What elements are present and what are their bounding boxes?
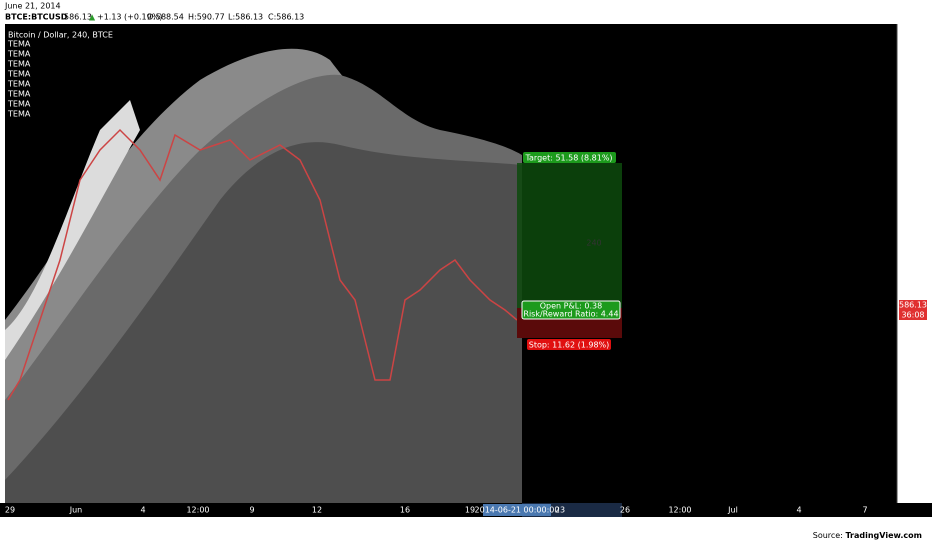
x-tick-label: 16 [400,506,410,515]
y-tick-label: 590.00 [903,289,931,298]
x-tick-label: 12:00 [186,506,209,515]
time-axis-labels: 29 Jun 4 12:00 9 12 16 19 23 26 12:00 Jul 4 7 [5,506,868,515]
y-tick-label: 600.00 [903,262,931,271]
cursor-box [483,504,551,516]
y-tick-label: 550.00 [903,400,931,409]
pnl-box [521,300,621,320]
target-label: Target: 51.58 (8.81%) [524,154,612,163]
price-path [7,128,518,401]
x-tick-label: 4 [140,506,145,515]
stop-label: Stop: 11.62 (1.98%) [529,341,610,350]
last-price: 586.13 [899,301,927,310]
header-arrow: ▲ [89,13,96,22]
legend-item: TEMA [7,60,31,69]
x-tick-label: 23 [555,506,565,515]
y-tick-label: 660.00 [903,96,931,105]
y-tick-label: 540.00 [903,427,931,436]
y-tick-label: 610.00 [903,234,931,243]
x-tick-label: Jul [727,506,738,515]
time-axis [0,503,932,517]
y-tick-label: 520.00 [903,483,931,492]
x-tick-label: 12:00 [668,506,691,515]
legend-item: TEMA [7,50,31,59]
legend-item: TEMA [7,80,31,89]
price-axis: 680.00 670.00 660.00 650.00 640.00 630.00 620.… [903,41,931,492]
legend-item: TEMA [7,100,31,109]
header-price: 586.13 [64,13,92,22]
y-tick-label: 620.00 [903,206,931,215]
footer-prefix: Source: [813,531,846,540]
footer-source: TradingView.com [845,531,922,540]
countdown: 36:08 [901,311,924,320]
header-change: +1.13 (+0.19%) [97,13,162,22]
y-tick-label: 570.00 [903,344,931,353]
legend-item: TEMA [7,40,31,49]
header-symbol: BTCE:BTCUSD [5,13,68,22]
x-tick-label: 9 [249,506,254,515]
header-low: L:586.13 [228,13,263,22]
legend-title: Bitcoin / Dollar, 240, BTCE [8,31,113,40]
x-tick-label: 19 [465,506,475,515]
header-high: H:590.77 [188,13,225,22]
header-open: O:588.54 [147,13,184,22]
x-tick-label: 12 [312,506,322,515]
legend-item: TEMA [7,110,31,119]
pnl-label: Open P&L: 0.38 [540,302,602,311]
tema-band [5,100,140,360]
x-tick-label: 7 [862,506,867,515]
legend-item: TEMA [7,70,31,79]
y-tick-label: 650.00 [903,123,931,132]
y-tick-label: 670.00 [903,68,931,77]
x-tick-label: Jun [69,506,83,515]
last-price-box [899,300,927,310]
rr-label: Risk/Reward Ratio: 4.44 [523,310,618,319]
target-zone [517,163,622,308]
stop-box [527,339,611,350]
y-tick-label: 640.00 [903,151,931,160]
y-tick-label: 680.00 [903,41,931,50]
countdown-box [899,310,927,320]
y-tick-label: 630.00 [903,179,931,188]
watermark: 240 [586,239,601,248]
x-tick-label: 29 [5,506,15,515]
x-tick-label: 4 [796,506,801,515]
y-tick-label: 560.00 [903,372,931,381]
x-tick-label: 26 [620,506,630,515]
target-box [523,152,616,163]
y-tick-label: 530.00 [903,455,931,464]
header-close: C:586.13 [268,13,304,22]
tema-band [5,142,522,503]
header-date: June 21, 2014 [4,2,61,11]
y-tick-label: 580.00 [903,317,931,326]
cursor-label: 2014-06-21 00:00:00 [475,506,560,515]
footer: Source: TradingView.com [813,531,922,540]
legend-item: TEMA [7,90,31,99]
